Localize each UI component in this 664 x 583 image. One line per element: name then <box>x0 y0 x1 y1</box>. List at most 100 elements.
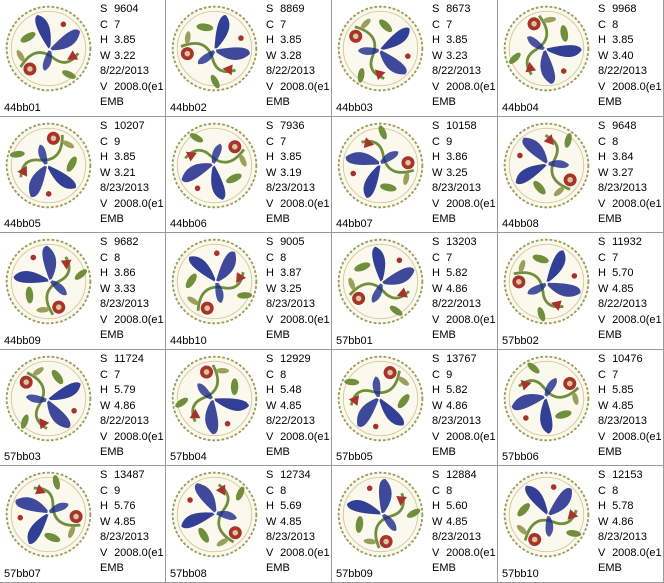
design-info: S 7936 C 7 H 3.85 W 3.19 8/23/2013 V 200… <box>266 119 330 228</box>
embroidery-thumbnail <box>503 5 590 92</box>
design-cell[interactable]: S 12734 C 8 H 5.69 W 4.85 8/23/2013 V 20… <box>166 466 332 583</box>
file-format: EMB <box>432 96 456 108</box>
design-date: 8/22/2013 <box>266 415 315 427</box>
software-version: V 2008.0(e1 <box>432 80 496 93</box>
software-version: V 2008.0(e1 <box>598 197 662 210</box>
design-cell[interactable]: S 7936 C 7 H 3.85 W 3.19 8/23/2013 V 200… <box>166 117 332 233</box>
file-format: EMB <box>432 562 456 574</box>
design-info: S 9682 C 8 H 3.86 W 3.33 8/23/2013 V 200… <box>100 235 164 344</box>
design-height: H 5.82 <box>432 267 468 279</box>
file-format: EMB <box>100 329 124 341</box>
color-count: C 9 <box>432 368 453 381</box>
design-info: S 10207 C 9 H 3.85 W 3.21 8/23/2013 V 20… <box>100 119 164 228</box>
design-date: 8/22/2013 <box>432 65 481 77</box>
design-width: W 4.85 <box>266 399 302 412</box>
stitch-count: S 13487 <box>100 469 145 481</box>
design-height: H 5.48 <box>266 384 302 396</box>
stitch-count: S 13767 <box>432 353 477 365</box>
design-width: W 3.33 <box>100 282 136 295</box>
design-cell[interactable]: S 8869 C 7 H 3.85 W 3.28 8/22/2013 V 200… <box>166 0 332 117</box>
design-cell[interactable]: S 9682 C 8 H 3.86 W 3.33 8/23/2013 V 200… <box>0 233 166 350</box>
design-date: 8/23/2013 <box>100 182 149 194</box>
design-info: S 12929 C 8 H 5.48 W 4.85 8/22/2013 V 20… <box>266 352 330 461</box>
design-cell[interactable]: S 9968 C 8 H 3.85 W 3.40 8/22/2013 V 200… <box>498 0 664 117</box>
design-cell[interactable]: S 13767 C 9 H 5.82 W 4.86 8/23/2013 V 20… <box>332 350 498 466</box>
embroidery-thumbnail <box>171 122 258 209</box>
design-cell[interactable]: S 13487 C 9 H 5.76 W 4.85 8/23/2013 V 20… <box>0 466 166 583</box>
design-date: 8/22/2013 <box>100 415 149 427</box>
design-cell[interactable]: S 11932 C 7 H 5.70 W 4.85 8/22/2013 V 20… <box>498 233 664 350</box>
design-cell[interactable]: S 8673 C 7 H 3.85 W 3.23 8/22/2013 V 200… <box>332 0 498 117</box>
software-version: V 2008.0(e1 <box>266 80 330 93</box>
design-cell[interactable]: S 10207 C 9 H 3.85 W 3.21 8/23/2013 V 20… <box>0 117 166 233</box>
file-format: EMB <box>266 213 290 225</box>
file-format: EMB <box>266 329 290 341</box>
design-width: W 4.86 <box>100 399 136 412</box>
embroidery-thumbnail <box>5 5 92 92</box>
color-count: C 7 <box>432 18 453 31</box>
color-count: C 7 <box>432 251 453 264</box>
stitch-count: S 10158 <box>432 120 477 132</box>
stitch-count: S 10207 <box>100 120 145 132</box>
embroidery-thumbnail <box>503 238 590 325</box>
design-name: 44bb07 <box>336 218 373 230</box>
color-count: C 7 <box>266 135 287 148</box>
design-cell[interactable]: S 11724 C 7 H 5.79 W 4.86 8/22/2013 V 20… <box>0 350 166 466</box>
design-height: H 5.60 <box>432 500 468 512</box>
design-cell[interactable]: S 9604 C 7 H 3.85 W 3.22 8/22/2013 V 200… <box>0 0 166 117</box>
design-height: H 3.85 <box>100 34 136 46</box>
embroidery-thumbnail <box>337 238 424 325</box>
design-name: 57bb08 <box>170 568 207 580</box>
design-name: 44bb06 <box>170 218 207 230</box>
design-name: 44bb04 <box>502 102 539 114</box>
design-name: 57bb03 <box>4 451 41 463</box>
stitch-count: S 12884 <box>432 469 477 481</box>
design-date: 8/22/2013 <box>598 65 647 77</box>
software-version: V 2008.0(e1 <box>598 80 662 93</box>
design-info: S 10476 C 7 H 5.85 W 4.85 8/23/2013 V 20… <box>598 352 662 461</box>
design-date: 8/23/2013 <box>432 531 481 543</box>
design-cell[interactable]: S 12884 C 8 H 5.60 W 4.85 8/23/2013 V 20… <box>332 466 498 583</box>
color-count: C 9 <box>432 135 453 148</box>
stitch-count: S 10476 <box>598 353 643 365</box>
color-count: C 8 <box>598 18 619 31</box>
design-cell[interactable]: S 12153 C 8 H 5.78 W 4.86 8/23/2013 V 20… <box>498 466 664 583</box>
software-version: V 2008.0(e1 <box>432 313 496 326</box>
design-info: S 12153 C 8 H 5.78 W 4.86 8/23/2013 V 20… <box>598 468 662 577</box>
design-width: W 3.22 <box>100 49 136 62</box>
design-name: 57bb01 <box>336 335 373 347</box>
stitch-count: S 9648 <box>598 120 637 132</box>
design-width: W 4.86 <box>432 282 468 295</box>
file-format: EMB <box>100 213 124 225</box>
design-info: S 8869 C 7 H 3.85 W 3.28 8/22/2013 V 200… <box>266 2 330 111</box>
color-count: C 7 <box>598 251 619 264</box>
software-version: V 2008.0(e1 <box>100 197 164 210</box>
design-cell[interactable]: S 9648 C 8 H 3.84 W 3.27 8/23/2013 V 200… <box>498 117 664 233</box>
design-name: 44bb01 <box>4 102 41 114</box>
design-cell[interactable]: S 9005 C 8 H 3.87 W 3.25 8/23/2013 V 200… <box>166 233 332 350</box>
design-name: 44bb03 <box>336 102 373 114</box>
design-cell[interactable]: S 10476 C 7 H 5.85 W 4.85 8/23/2013 V 20… <box>498 350 664 466</box>
design-height: H 5.76 <box>100 500 136 512</box>
design-name: 57bb02 <box>502 335 539 347</box>
color-count: C 9 <box>100 484 121 497</box>
design-cell[interactable]: S 13203 C 7 H 5.82 W 4.86 8/22/2013 V 20… <box>332 233 498 350</box>
color-count: C 8 <box>266 368 287 381</box>
software-version: V 2008.0(e1 <box>432 546 496 559</box>
design-info: S 9005 C 8 H 3.87 W 3.25 8/23/2013 V 200… <box>266 235 330 344</box>
file-format: EMB <box>598 446 622 458</box>
software-version: V 2008.0(e1 <box>598 313 662 326</box>
software-version: V 2008.0(e1 <box>100 313 164 326</box>
design-date: 8/22/2013 <box>598 298 647 310</box>
design-width: W 4.86 <box>432 399 468 412</box>
design-cell[interactable]: S 12929 C 8 H 5.48 W 4.85 8/22/2013 V 20… <box>166 350 332 466</box>
embroidery-thumbnail <box>171 471 258 558</box>
color-count: C 8 <box>266 251 287 264</box>
embroidery-thumbnail <box>171 238 258 325</box>
stitch-count: S 11724 <box>100 353 144 365</box>
design-cell[interactable]: S 10158 C 9 H 3.86 W 3.25 8/23/2013 V 20… <box>332 117 498 233</box>
file-format: EMB <box>266 96 290 108</box>
design-width: W 4.85 <box>598 282 634 295</box>
embroidery-thumbnail <box>171 5 258 92</box>
design-name: 57bb09 <box>336 568 373 580</box>
